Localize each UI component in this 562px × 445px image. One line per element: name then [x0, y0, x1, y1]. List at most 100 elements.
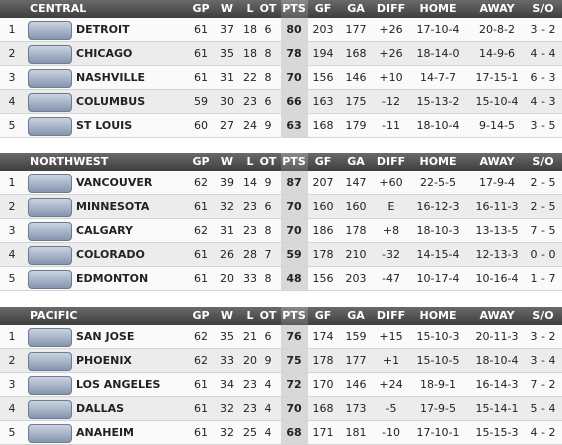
stat-cell: 66 — [286, 95, 302, 108]
team-name: CHICAGO — [76, 47, 133, 60]
stat-cell: 8 — [264, 272, 272, 285]
team-name: VANCOUVER — [76, 176, 153, 189]
stat-cell: 70 — [286, 224, 302, 237]
stat-cell: 62 — [194, 330, 208, 343]
stat-cell: +1 — [382, 354, 400, 367]
stat-cell: 10-17-4 — [416, 272, 460, 285]
column-header: GP — [192, 2, 210, 15]
stat-cell: 61 — [194, 272, 208, 285]
stat-cell: 14-7-7 — [420, 71, 456, 84]
column-header: PTS — [282, 2, 306, 15]
stat-cell: 181 — [345, 426, 367, 439]
stat-cell: 23 — [243, 378, 257, 391]
stat-cell: 62 — [194, 176, 208, 189]
column-header: GF — [314, 155, 332, 168]
rank: 5 — [8, 272, 16, 285]
stat-cell: +24 — [379, 378, 403, 391]
stat-cell: 35 — [220, 330, 234, 343]
stat-cell: 15-13-2 — [416, 95, 460, 108]
team-name: EDMONTON — [76, 272, 149, 285]
pts-bg — [281, 397, 308, 420]
stat-cell: 61 — [194, 47, 208, 60]
stat-cell: 17-10-1 — [416, 426, 460, 439]
stat-cell: 37 — [220, 23, 234, 36]
stat-cell: 17-10-4 — [416, 23, 460, 36]
stat-cell: 32 — [220, 402, 234, 415]
stat-cell: 78 — [286, 47, 302, 60]
team-name: DALLAS — [76, 402, 125, 415]
stat-cell: 60 — [194, 119, 208, 132]
stat-cell: 4 — [264, 426, 272, 439]
column-header: S/O — [532, 309, 554, 322]
pts-bg — [281, 219, 308, 242]
rank: 2 — [8, 354, 16, 367]
stat-cell: -11 — [382, 119, 400, 132]
column-header: OT — [259, 155, 277, 168]
stat-cell: 24 — [243, 119, 257, 132]
team-logo — [28, 270, 72, 289]
pts-bg — [281, 349, 308, 372]
pts-bg — [281, 243, 308, 266]
stat-cell: 18 — [243, 23, 257, 36]
team-logo — [28, 93, 72, 112]
column-header: HOME — [419, 2, 457, 15]
stat-cell: +15 — [379, 330, 403, 343]
stat-cell: 75 — [286, 354, 302, 367]
stat-cell: 3 - 5 — [530, 119, 556, 132]
stat-cell: 16-14-3 — [475, 378, 519, 391]
stat-cell: 23 — [243, 200, 257, 213]
stat-cell: 70 — [286, 71, 302, 84]
column-header: AWAY — [479, 309, 515, 322]
stat-cell: 170 — [312, 378, 334, 391]
stat-cell: 6 — [264, 95, 272, 108]
division-name: NORTHWEST — [30, 155, 109, 168]
stat-cell: 7 - 2 — [530, 378, 556, 391]
stat-cell: 20 — [243, 354, 257, 367]
stat-cell: 171 — [312, 426, 334, 439]
stat-cell: 18 — [243, 47, 257, 60]
stat-cell: 6 — [264, 330, 272, 343]
team-name: SAN JOSE — [76, 330, 135, 343]
team-logo — [28, 352, 72, 371]
column-header: L — [246, 309, 254, 322]
stat-cell: 18-10-4 — [475, 354, 519, 367]
stat-cell: 18-10-4 — [416, 119, 460, 132]
stat-cell: 18-14-0 — [416, 47, 460, 60]
column-header: GF — [314, 2, 332, 15]
stat-cell: 25 — [243, 426, 257, 439]
stat-cell: 14-9-6 — [479, 47, 515, 60]
column-header: HOME — [419, 155, 457, 168]
stat-cell: 4 — [264, 378, 272, 391]
stat-cell: 7 - 5 — [530, 224, 556, 237]
column-header: HOME — [419, 309, 457, 322]
stat-cell: 39 — [220, 176, 234, 189]
stat-cell: 63 — [286, 119, 302, 132]
stat-cell: 6 - 3 — [530, 71, 556, 84]
stat-cell: 34 — [220, 378, 234, 391]
stat-cell: 15-15-3 — [475, 426, 519, 439]
stat-cell: 4 - 3 — [530, 95, 556, 108]
pts-bg — [281, 42, 308, 65]
rank: 5 — [8, 119, 16, 132]
pts-bg — [281, 66, 308, 89]
stat-cell: 194 — [312, 47, 334, 60]
stat-cell: 9 — [264, 176, 272, 189]
stat-cell: 28 — [243, 248, 257, 261]
team-logo — [28, 117, 72, 136]
column-header: W — [220, 2, 234, 15]
stat-cell: 21 — [243, 330, 257, 343]
stat-cell: 2 - 5 — [530, 200, 556, 213]
stat-cell: 160 — [312, 200, 334, 213]
stat-cell: 177 — [345, 354, 367, 367]
team-name: ST LOUIS — [76, 119, 133, 132]
column-header: OT — [259, 2, 277, 15]
stat-cell: 80 — [286, 23, 302, 36]
division-name: PACIFIC — [30, 309, 78, 322]
stat-cell: 23 — [243, 402, 257, 415]
stat-cell: 23 — [243, 224, 257, 237]
stat-cell: 178 — [345, 224, 367, 237]
pts-bg — [281, 325, 308, 348]
stat-cell: +10 — [379, 71, 403, 84]
stat-cell: 61 — [194, 71, 208, 84]
stat-cell: 22 — [243, 71, 257, 84]
